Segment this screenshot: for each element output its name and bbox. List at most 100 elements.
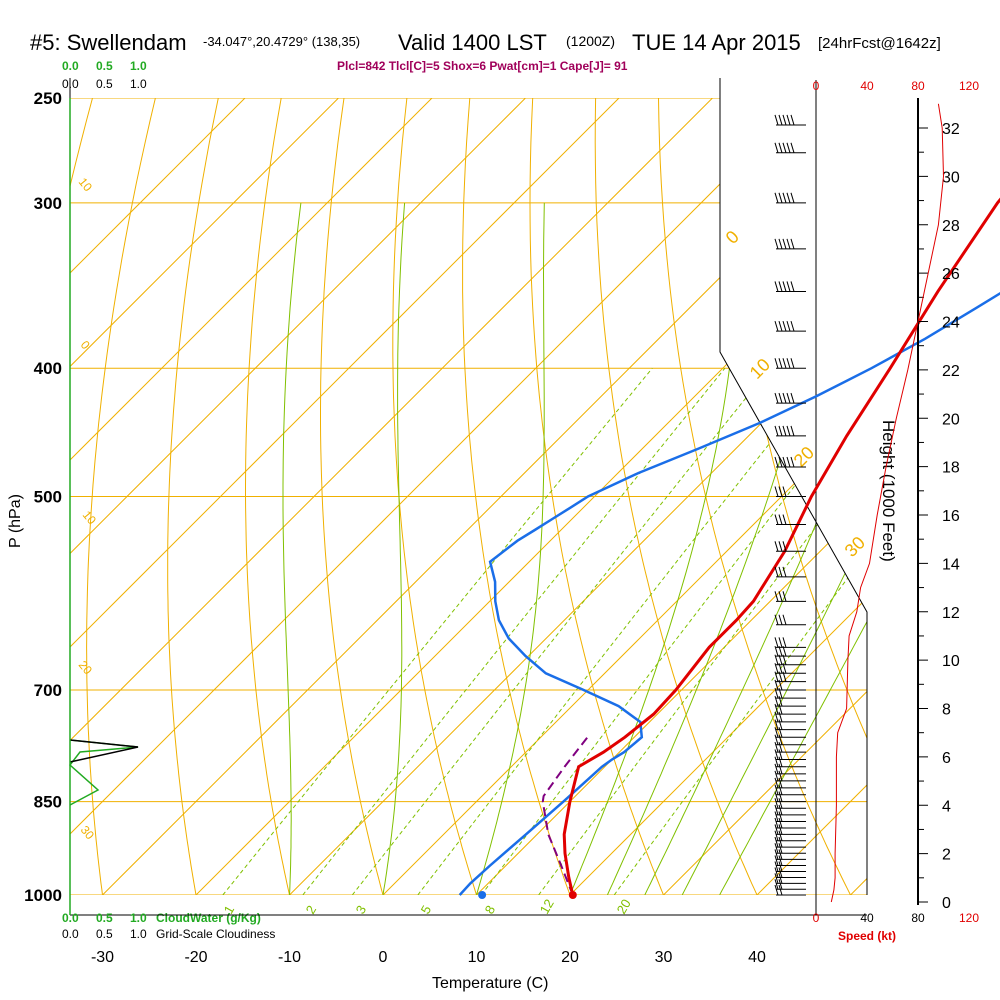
surface-temperature-point	[568, 891, 577, 899]
wind-barb-flag	[774, 541, 779, 552]
mixing-ratio-line	[417, 367, 830, 895]
dry-adiabat	[245, 98, 290, 895]
height-tick-label: 16	[942, 508, 960, 525]
wind-barb-flag	[774, 114, 779, 126]
wind-barb-flag	[774, 358, 779, 369]
isotherm-line	[70, 98, 246, 895]
dry-adiabat	[594, 98, 758, 895]
cloudwater-label: CloudWater (g/Kg)	[156, 911, 261, 925]
wind-barb-flag	[778, 855, 783, 866]
p-tick-label: 300	[34, 194, 62, 213]
isotherm-line	[850, 98, 867, 895]
wind-barb-flag	[782, 637, 787, 648]
wind-barb-flag	[786, 358, 791, 369]
height-tick-label: 4	[942, 798, 951, 815]
wind-barb-flag	[774, 320, 779, 332]
wind-barb-flag	[774, 798, 779, 809]
moist-adiabat	[569, 202, 744, 895]
wind-barb-flag	[778, 867, 783, 878]
wind-barb-flag	[786, 142, 791, 153]
speed-axis-title: Speed (kt)	[838, 929, 896, 943]
wind-barb-flag	[790, 238, 795, 249]
cloud-scale-top2: 0.5	[96, 77, 113, 91]
height-axis-title: Height (1000 Feet)	[879, 420, 898, 562]
mixing-ratio-line	[613, 367, 867, 895]
wind-barb-flag	[774, 849, 779, 860]
wind-barb-flag	[782, 238, 787, 249]
wind-barb-flag	[782, 281, 787, 292]
wind-barb-flag	[778, 777, 783, 789]
moist-adiabat	[476, 202, 545, 895]
wind-barb-flag	[774, 514, 779, 525]
wind-barb-flag	[778, 756, 783, 767]
wind-barb-flag	[774, 830, 779, 841]
wind-barb-flag	[782, 456, 787, 468]
mixing-ratio-line	[538, 367, 867, 895]
wind-barb-flag	[778, 811, 783, 822]
wind-barb-flag	[782, 591, 787, 602]
wind-barb-flag	[790, 281, 795, 292]
wind-barb-flag	[778, 784, 783, 795]
wind-barb-flag	[778, 749, 783, 760]
height-tick-label: 28	[942, 218, 960, 235]
speed-top-tick: 120	[959, 79, 979, 93]
wind-barb-flag	[782, 425, 787, 437]
wind-barb-flag	[778, 884, 783, 896]
wind-barb-flag	[774, 770, 779, 782]
wind-barb-flag	[778, 824, 783, 835]
cloud-scale-bottom: 0.5	[96, 911, 113, 925]
mixing-ratio-label: 8	[482, 903, 499, 917]
temperature-line	[562, 197, 1000, 896]
height-tick-label: 0	[942, 895, 951, 912]
speed-top-tick: 40	[860, 79, 874, 93]
wind-barb-flag	[774, 645, 779, 657]
wind-barb-flag	[778, 849, 783, 860]
height-tick-label: 10	[942, 653, 960, 670]
wind-barb-flag	[790, 358, 795, 369]
wind-barb-flag	[786, 238, 791, 249]
wind-barb-flag	[774, 671, 779, 682]
wind-barb-flag	[774, 281, 779, 292]
wind-barb-flag	[786, 392, 791, 404]
adiabat-label: 10	[76, 175, 96, 194]
adiabat-label: 0	[722, 227, 743, 248]
wind-barb-flag	[786, 456, 791, 468]
cloud-scale-top: 0.5	[96, 59, 113, 73]
wind-barb-flag	[782, 514, 787, 525]
wind-barb-flag	[774, 663, 779, 674]
wind-barb-flag	[786, 114, 791, 126]
y-axis-title: P (hPa)	[7, 494, 24, 548]
moist-adiabat	[282, 202, 302, 895]
wind-barb-flag	[790, 320, 795, 332]
wind-barb-flag	[782, 142, 787, 153]
height-tick-label: 18	[942, 460, 960, 477]
mixing-ratio-label: 12	[537, 896, 557, 916]
wind-barb-flag	[790, 392, 795, 404]
wind-barb-flag	[778, 541, 783, 552]
wind-barb-flag	[774, 784, 779, 795]
adiabat-label: 20	[76, 658, 96, 677]
dry-adiabat	[86, 98, 156, 895]
wind-barb-flag	[774, 879, 779, 890]
dewpoint-line	[458, 291, 1000, 896]
moist-adiabat	[382, 202, 406, 895]
wind-barb-flag	[782, 486, 787, 497]
wind-barb-flag	[786, 192, 791, 203]
grid-layer	[70, 98, 867, 895]
height-tick-label: 24	[942, 315, 960, 332]
height-tick-label: 6	[942, 750, 951, 767]
wind-barb-flag	[774, 425, 779, 437]
wind-barb-flag	[778, 456, 783, 468]
wind-barb-flag	[778, 142, 783, 153]
speed-bottom-tick: 120	[959, 911, 979, 925]
title-valid: Valid 1400 LST	[398, 30, 547, 55]
wind-barb-flag	[774, 679, 779, 691]
wind-barb-flag	[778, 719, 783, 730]
isotherm-line	[70, 98, 620, 895]
wind-barb-flag	[774, 804, 779, 816]
wind-barb-flag	[782, 392, 787, 404]
wind-barb-flag	[790, 142, 795, 153]
height-tick-label: 14	[942, 556, 960, 573]
grid-scale-value: 0.5	[96, 927, 113, 941]
grid-scale-value: 0.0	[62, 927, 79, 941]
